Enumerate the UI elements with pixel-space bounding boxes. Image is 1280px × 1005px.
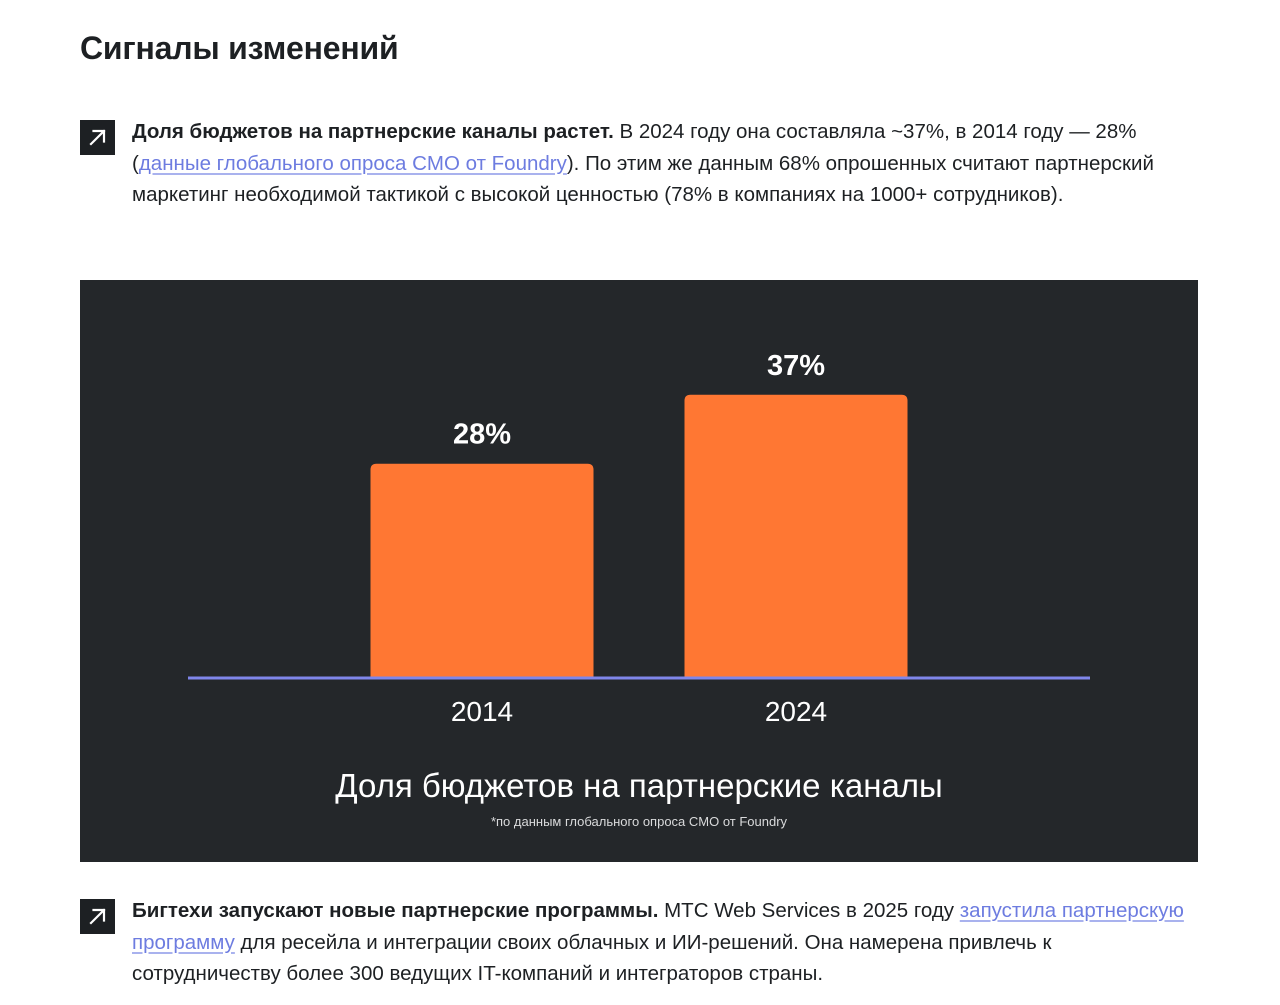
bar-2024 bbox=[684, 394, 908, 678]
paragraph-lead: Бигтехи запускают новые партнерские прог… bbox=[132, 899, 659, 922]
paragraph-body-end: ). По этим же данным 68% опрошенных счит… bbox=[132, 151, 1154, 207]
chart-title: Доля бюджетов на партнерские каналы bbox=[335, 767, 943, 804]
bar-value-label: 37% bbox=[767, 350, 825, 382]
arrow-up-right-icon bbox=[80, 120, 115, 155]
bar-value-label: 28% bbox=[453, 419, 511, 451]
bar-2014 bbox=[370, 463, 594, 678]
foundry-survey-link[interactable]: данные глобального опроса CMO от Foundry bbox=[138, 151, 567, 175]
paragraph-body-end: для ресейла и интеграции своих облачных … bbox=[132, 930, 1052, 986]
chart-source-note: *по данным глобального опроса CMO от Fou… bbox=[490, 814, 788, 829]
paragraph-text: Доля бюджетов на партнерские каналы раст… bbox=[132, 116, 1190, 211]
x-tick-label: 2024 bbox=[765, 696, 827, 727]
bar-chart: 28% 2014 37% 2024 bbox=[188, 350, 1090, 727]
signal-paragraph-budgets: Доля бюджетов на партнерские каналы раст… bbox=[80, 116, 1190, 211]
partner-program-link[interactable]: запустила партнерскую программу bbox=[132, 899, 1184, 954]
signal-paragraph-bigtech: Бигтехи запускают новые партнерские прог… bbox=[80, 895, 1190, 990]
page-title: Сигналы изменений bbox=[80, 30, 399, 66]
paragraph-body-start: МТС Web Services в 2025 году bbox=[658, 899, 960, 922]
paragraph-text: Бигтехи запускают новые партнерские прог… bbox=[132, 895, 1190, 990]
paragraph-lead: Доля бюджетов на партнерские каналы раст… bbox=[132, 120, 614, 143]
paragraph-body-start: В 2024 году она составляла ~37%, в 2014 … bbox=[132, 120, 1137, 175]
x-tick-label: 2014 bbox=[451, 696, 513, 727]
budget-share-chart: 28% 2014 37% 2024 Доля бюджетов на партнерс… bbox=[80, 280, 1198, 862]
arrow-up-right-icon bbox=[80, 899, 115, 934]
